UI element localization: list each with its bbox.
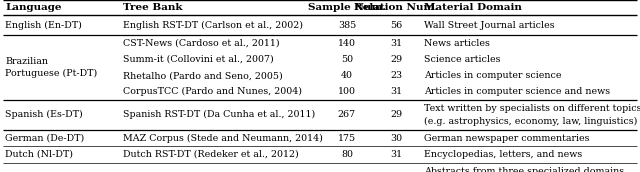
Text: 31: 31: [390, 87, 402, 96]
Text: Spanish (Es-DT): Spanish (Es-DT): [5, 110, 83, 119]
Text: Dutch RST-DT (Redeker et al., 2012): Dutch RST-DT (Redeker et al., 2012): [123, 150, 299, 159]
Text: Text written by specialists on different topics: Text written by specialists on different…: [424, 104, 640, 113]
Text: Portuguese (Pt-DT): Portuguese (Pt-DT): [5, 69, 97, 78]
Text: 80: 80: [341, 150, 353, 159]
Text: Science articles: Science articles: [424, 55, 500, 64]
Text: Rhetalho (Pardo and Seno, 2005): Rhetalho (Pardo and Seno, 2005): [123, 71, 283, 80]
Text: 385: 385: [338, 21, 356, 30]
Text: 31: 31: [390, 39, 402, 48]
Text: 29: 29: [390, 55, 402, 64]
Text: 29: 29: [390, 110, 402, 119]
Text: 267: 267: [338, 110, 356, 119]
Text: German newspaper commentaries: German newspaper commentaries: [424, 133, 589, 143]
Text: News articles: News articles: [424, 39, 490, 48]
Text: 50: 50: [341, 55, 353, 64]
Text: CorpusTCC (Pardo and Nunes, 2004): CorpusTCC (Pardo and Nunes, 2004): [123, 87, 302, 96]
Text: Encyclopedias, letters, and news: Encyclopedias, letters, and news: [424, 150, 582, 159]
Text: Language: Language: [5, 3, 61, 12]
Text: 23: 23: [390, 71, 402, 80]
Text: Material Domain: Material Domain: [424, 3, 522, 12]
Text: German (De-DT): German (De-DT): [5, 133, 84, 143]
Text: Sample Num.: Sample Num.: [308, 3, 386, 12]
Text: Tree Bank: Tree Bank: [123, 3, 182, 12]
Text: CST-News (Cardoso et al., 2011): CST-News (Cardoso et al., 2011): [123, 39, 280, 48]
Text: 31: 31: [390, 150, 402, 159]
Text: 100: 100: [338, 87, 356, 96]
Text: Wall Street Journal articles: Wall Street Journal articles: [424, 21, 554, 30]
Text: Relation Num.: Relation Num.: [354, 3, 438, 12]
Text: Abstracts from three specialized domains: Abstracts from three specialized domains: [424, 167, 624, 172]
Text: English (En-DT): English (En-DT): [5, 21, 82, 30]
Text: (e.g. astrophysics, economy, law, linguistics): (e.g. astrophysics, economy, law, lingui…: [424, 116, 637, 126]
Text: 30: 30: [390, 133, 402, 143]
Text: Articles in computer science: Articles in computer science: [424, 71, 561, 80]
Text: 56: 56: [390, 21, 403, 30]
Text: Brazilian: Brazilian: [5, 57, 48, 66]
Text: MAZ Corpus (Stede and Neumann, 2014): MAZ Corpus (Stede and Neumann, 2014): [123, 133, 323, 143]
Text: 40: 40: [341, 71, 353, 80]
Text: Summ-it (Collovini et al., 2007): Summ-it (Collovini et al., 2007): [123, 55, 274, 64]
Text: English RST-DT (Carlson et al., 2002): English RST-DT (Carlson et al., 2002): [123, 21, 303, 30]
Text: Articles in computer science and news: Articles in computer science and news: [424, 87, 610, 96]
Text: 175: 175: [338, 133, 356, 143]
Text: Spanish RST-DT (Da Cunha et al., 2011): Spanish RST-DT (Da Cunha et al., 2011): [123, 110, 315, 119]
Text: 140: 140: [338, 39, 356, 48]
Text: Dutch (Nl-DT): Dutch (Nl-DT): [5, 150, 73, 159]
